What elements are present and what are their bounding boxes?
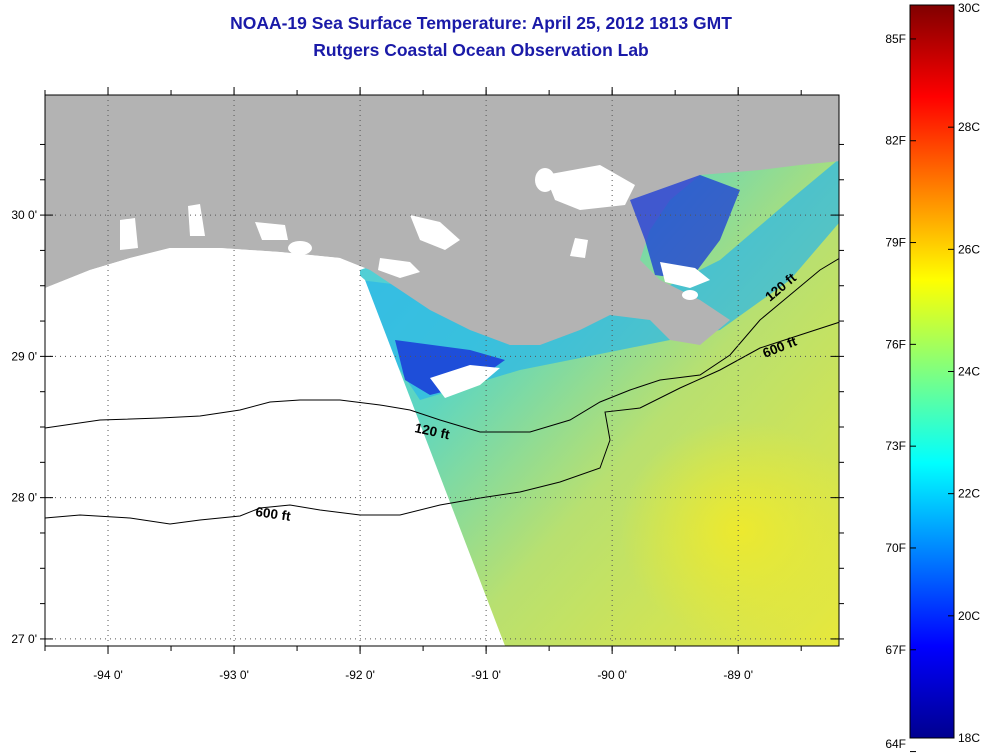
colorbar-c-label: 26C bbox=[958, 242, 980, 256]
colorbar-c-label: 20C bbox=[958, 609, 980, 623]
lat-tick-label: 28 0' bbox=[11, 491, 37, 505]
colorbar-f-label: 76F bbox=[885, 337, 906, 351]
chart-subtitle: Rutgers Coastal Ocean Observation Lab bbox=[313, 40, 649, 60]
lat-tick-label: 27 0' bbox=[11, 632, 37, 646]
contour-label-120-west: 120 ft bbox=[413, 420, 451, 442]
lon-tick-label: -93 0' bbox=[219, 668, 249, 682]
colorbar-c-label: 28C bbox=[958, 120, 980, 134]
colorbar-f-label: 82F bbox=[885, 134, 906, 148]
map-area bbox=[45, 95, 839, 646]
cloud-patches bbox=[120, 165, 710, 398]
lat-tick-label: 29 0' bbox=[11, 349, 37, 363]
colorbar-f-label: 70F bbox=[885, 541, 906, 555]
lon-tick-label: -90 0' bbox=[597, 668, 627, 682]
map-frame bbox=[44, 94, 840, 647]
nearshore-cool-water bbox=[360, 159, 839, 400]
lon-tick-label: -89 0' bbox=[723, 668, 753, 682]
chart-title: NOAA-19 Sea Surface Temperature: April 2… bbox=[230, 13, 732, 33]
warm-water-region bbox=[620, 420, 839, 640]
lon-tick-label: -94 0' bbox=[93, 668, 123, 682]
colorbar-c-label: 18C bbox=[958, 731, 980, 745]
lon-tick-label: -92 0' bbox=[345, 668, 375, 682]
colorbar-f-label: 79F bbox=[885, 236, 906, 250]
colorbar-f-label: 64F bbox=[885, 737, 906, 751]
colorbar-f-label: 85F bbox=[885, 32, 906, 46]
cold-patch-west bbox=[395, 340, 505, 395]
colorbar-c-label: 30C bbox=[958, 1, 980, 15]
contour-label-600-west: 600 ft bbox=[255, 504, 293, 524]
cold-patch-east bbox=[630, 175, 740, 280]
lat-tick-label: 30 0' bbox=[11, 208, 37, 222]
colorbar-labels: 85F 82F 79F 76F 73F 70F 67F 64F 30C 28C 26C 24C 22C 2… bbox=[885, 1, 980, 753]
no-data-area bbox=[45, 248, 505, 646]
land-mass bbox=[45, 95, 839, 345]
contour-120ft bbox=[45, 258, 839, 433]
colorbar-f-label: 73F bbox=[885, 439, 906, 453]
colorbar-c-label: 22C bbox=[958, 487, 980, 501]
lon-tick-label: -91 0' bbox=[471, 668, 501, 682]
contour-600ft bbox=[45, 321, 839, 525]
colorbar bbox=[909, 4, 955, 739]
colorbar-c-label: 24C bbox=[958, 365, 980, 379]
graticule: 30 0' 29 0' 28 0' 27 0' -94 0' -93 0' -92 0' -9… bbox=[11, 87, 844, 682]
colorbar-f-label: 67F bbox=[885, 643, 906, 657]
